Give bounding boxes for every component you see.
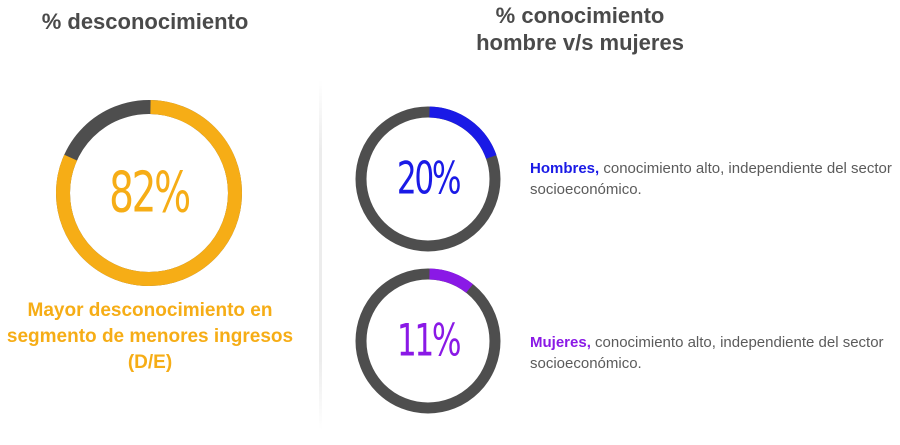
donut-chart-hombres: 20% bbox=[355, 106, 501, 252]
hombres-text: conocimiento alto, independiente del sec… bbox=[530, 160, 892, 198]
mujeres-text: conocimiento alto, independiente del sec… bbox=[530, 334, 884, 372]
donut-percent-label: 82% bbox=[109, 161, 190, 226]
donut-percent-label: 20% bbox=[397, 153, 460, 205]
left-panel-caption: Mayor desconocimiento en segmento de men… bbox=[6, 300, 294, 373]
donut-slice-desconocimiento bbox=[56, 100, 242, 286]
left-panel-title: % desconocimiento bbox=[41, 9, 249, 34]
mujeres-description: Mujeres, conocimiento alto, independient… bbox=[530, 332, 900, 374]
donut-track-resto bbox=[355, 106, 501, 252]
donut-track-resto bbox=[355, 268, 501, 414]
donut-chart-mujeres: 11% bbox=[355, 268, 501, 414]
hombres-description: Hombres, conocimiento alto, independient… bbox=[530, 158, 900, 200]
donut-percent-label: 11% bbox=[397, 315, 460, 367]
mujeres-label: Mujeres, bbox=[530, 334, 591, 351]
panel-divider bbox=[319, 80, 322, 430]
right-panel-title: % conocimiento hombre v/s mujeres bbox=[380, 2, 780, 56]
hombres-label: Hombres, bbox=[530, 160, 600, 177]
right-title-line-2: hombre v/s mujeres bbox=[476, 30, 684, 55]
right-title-line-1: % conocimiento bbox=[495, 3, 665, 28]
donut-chart-desconocimiento: 82% bbox=[56, 100, 242, 286]
